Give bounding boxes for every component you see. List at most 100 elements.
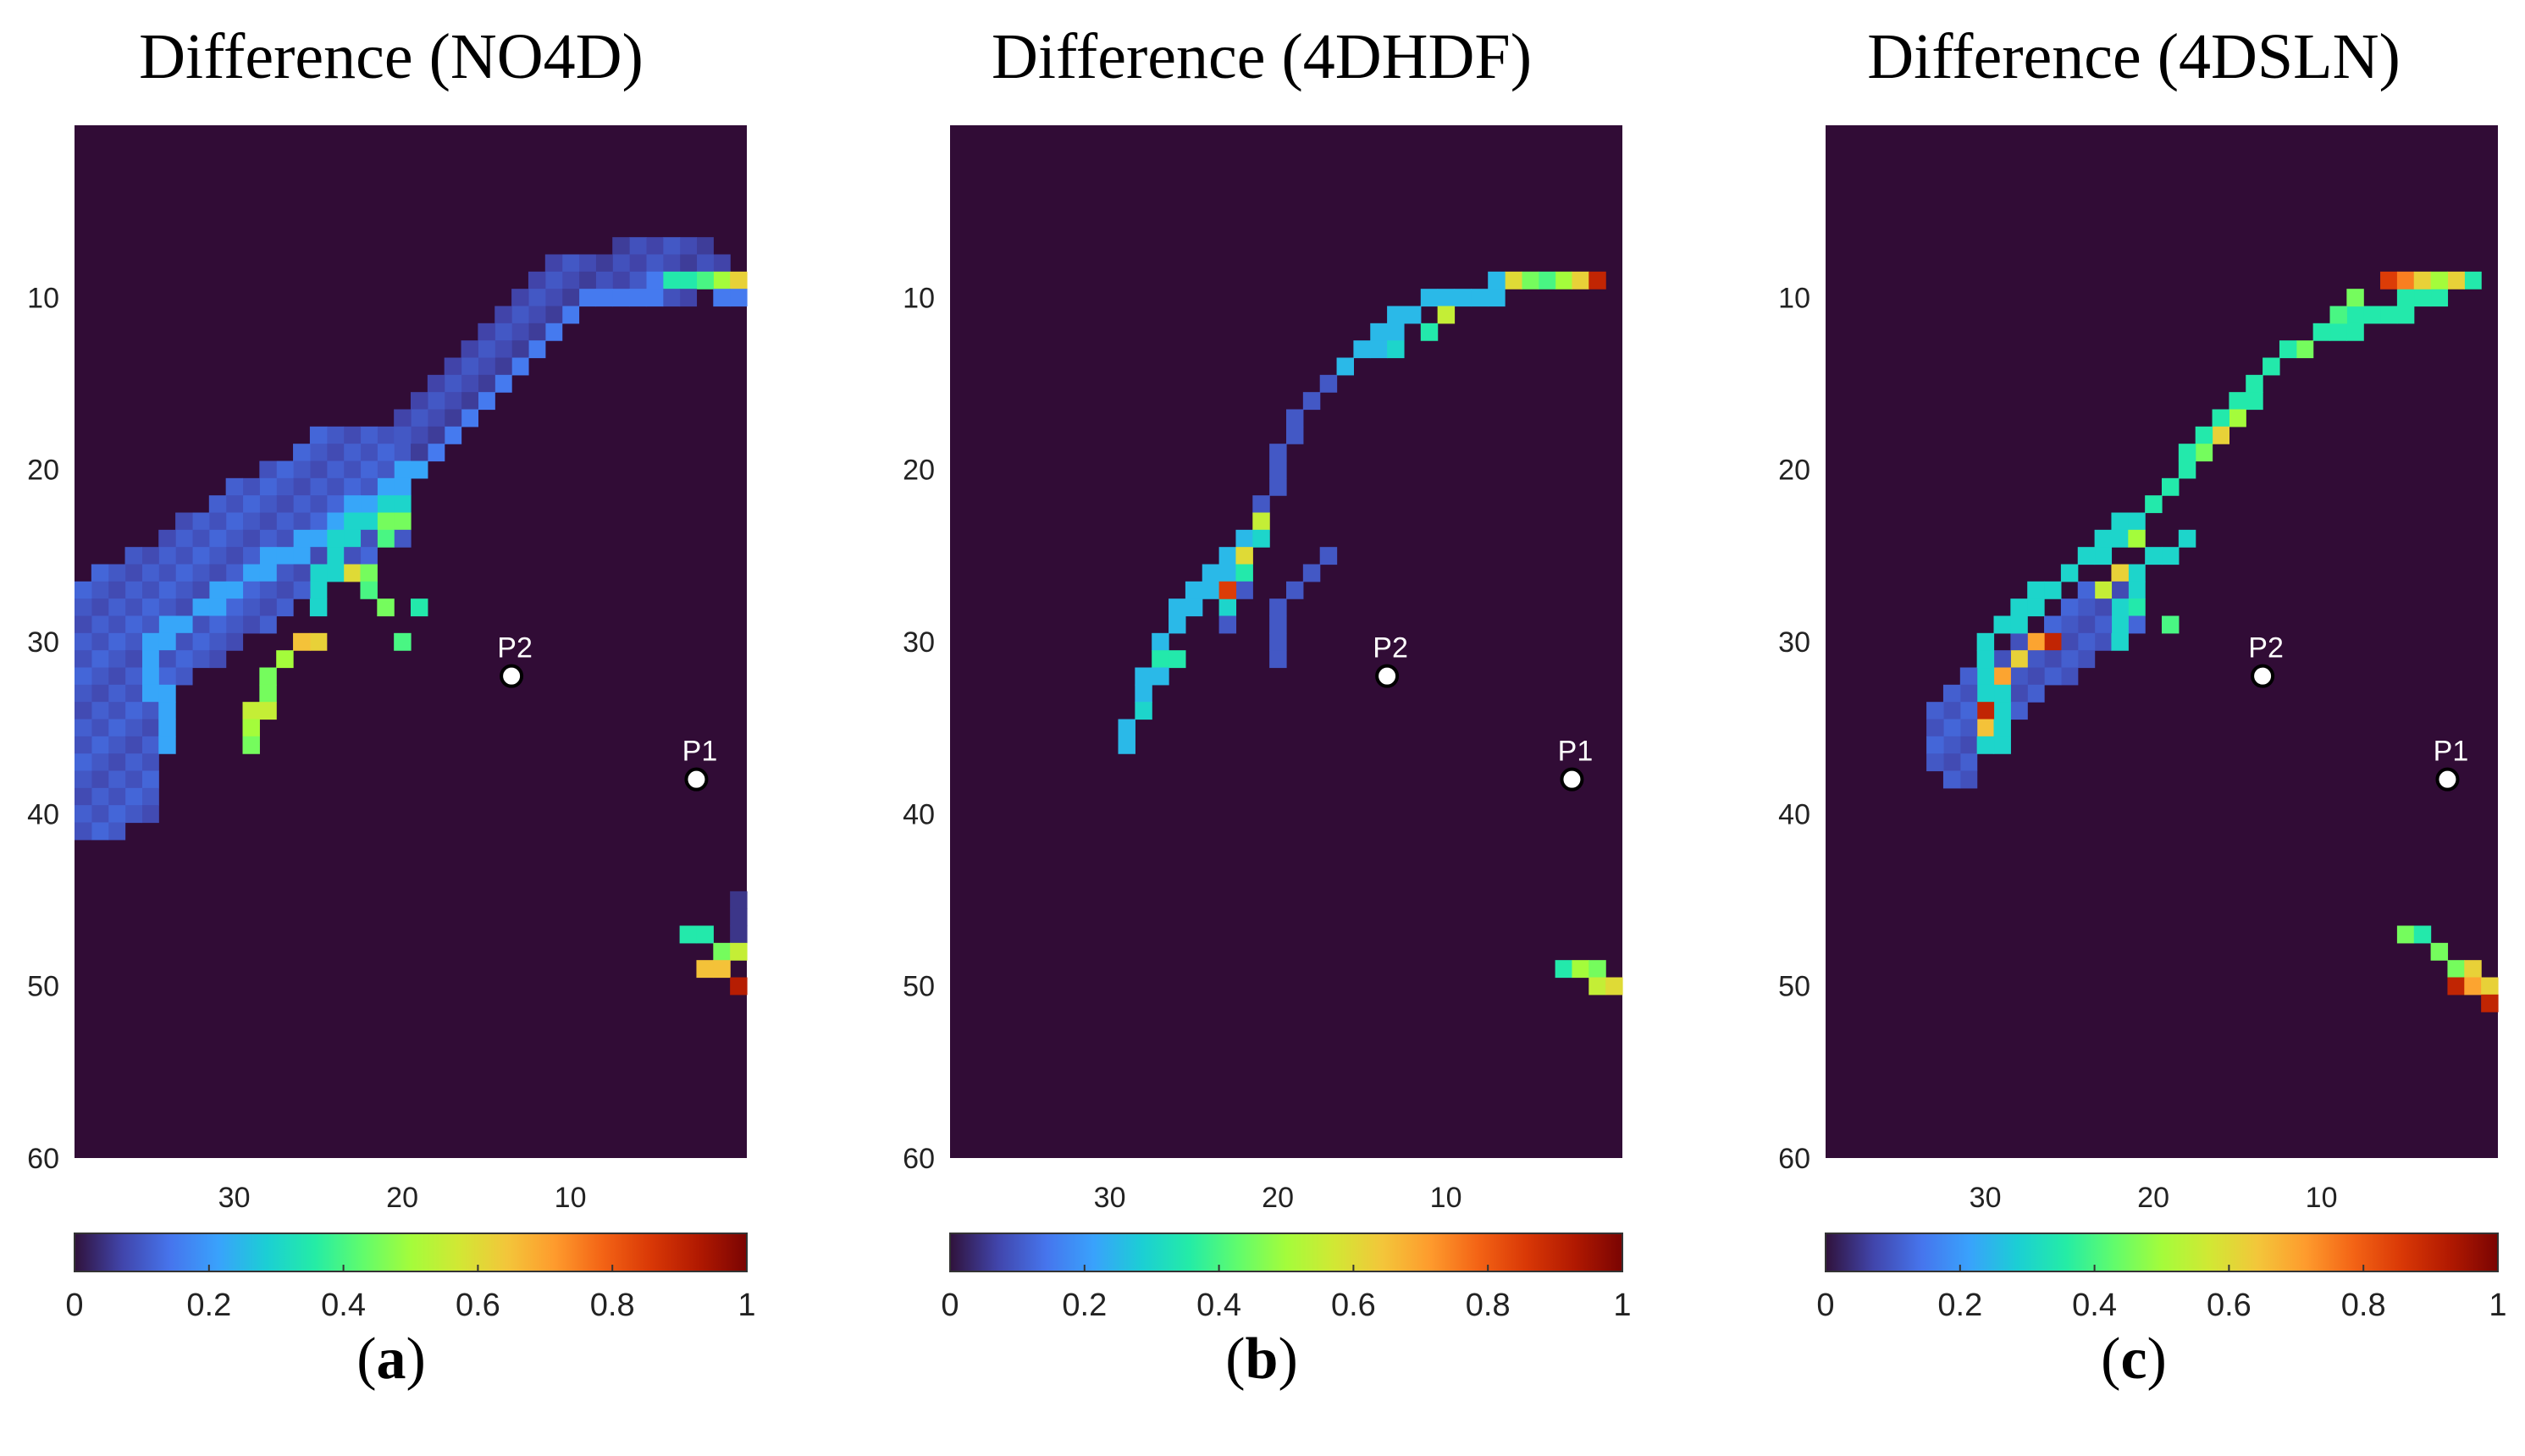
heatmap-cell [561, 306, 580, 324]
point-label-p1: P1 [682, 736, 718, 768]
heatmap-cell [1152, 667, 1169, 686]
heatmap-cell [91, 615, 109, 634]
heatmap-cell [175, 632, 193, 651]
x-tick-label: 30 [218, 1182, 251, 1214]
heatmap-cell [1959, 702, 1978, 720]
heatmap-cell [2094, 598, 2113, 617]
heatmap-cell [2212, 409, 2229, 427]
heatmap-cell [394, 632, 412, 651]
heatmap-cell [309, 581, 328, 599]
panel-a-y-ticks: 10 20 30 40 50 60 [27, 282, 59, 1175]
heatmap-cell [158, 529, 176, 548]
heatmap-cell [326, 564, 345, 582]
heatmap-cell [1555, 960, 1573, 979]
heatmap-cell [91, 598, 109, 617]
heatmap-cell [1387, 306, 1405, 324]
heatmap-cell [1959, 736, 1978, 754]
heatmap-cell [1152, 632, 1169, 651]
colorbar-tick-label: 0 [1816, 1288, 1834, 1323]
heatmap-cell [427, 374, 445, 393]
heatmap-cell [629, 289, 647, 307]
heatmap-cell [2481, 994, 2499, 1012]
heatmap-cell [259, 547, 277, 565]
heatmap-cell [208, 632, 227, 651]
heatmap-cell [2044, 581, 2062, 599]
heatmap-cell [2464, 271, 2482, 290]
heatmap-cell [444, 357, 462, 376]
heatmap-cell [528, 340, 546, 359]
point-label-p1: P1 [1558, 736, 1594, 768]
heatmap-cell [377, 529, 395, 548]
heatmap-cell [2329, 306, 2347, 324]
heatmap-cell [679, 254, 698, 273]
heatmap-cell [124, 581, 142, 599]
heatmap-cell [259, 512, 277, 531]
heatmap-cell [2396, 925, 2415, 944]
heatmap-cell [75, 753, 92, 772]
heatmap-cell [225, 512, 244, 531]
heatmap-cell [91, 667, 109, 686]
heatmap-cell [309, 495, 328, 514]
heatmap-cell [1993, 684, 2011, 703]
heatmap-cell [2128, 615, 2146, 634]
heatmap-cell [2027, 598, 2045, 617]
heatmap-cell [309, 461, 328, 479]
heatmap-cell [2128, 581, 2146, 599]
heatmap-cell [2010, 632, 2028, 651]
heatmap-cell [511, 340, 529, 359]
heatmap-cell [2246, 374, 2263, 393]
heatmap-cell [1235, 581, 1253, 599]
heatmap-cell [225, 564, 244, 582]
heatmap-cell [1976, 667, 1995, 686]
x-tick-label: 20 [1262, 1182, 1294, 1214]
heatmap-cell [1588, 271, 1606, 290]
heatmap-cell [377, 598, 395, 617]
heatmap-cell [343, 426, 362, 444]
heatmap-cell [612, 271, 630, 290]
heatmap-cell [293, 477, 311, 496]
heatmap-cell [141, 615, 159, 634]
colorbar-tick-label: 0.2 [1062, 1288, 1107, 1323]
heatmap-cell [2229, 409, 2246, 427]
heatmap-cell [544, 289, 563, 307]
heatmap-cell [1269, 650, 1287, 669]
heatmap-cell [2195, 426, 2213, 444]
heatmap-cell [276, 477, 294, 496]
heatmap-cell [108, 684, 126, 703]
heatmap-cell [2010, 702, 2028, 720]
heatmap-cell [360, 512, 378, 531]
heatmap-cell [2279, 340, 2297, 359]
heatmap-cell [141, 736, 159, 754]
heatmap-cell [528, 306, 546, 324]
heatmap-cell [1420, 323, 1439, 341]
heatmap-cell [360, 529, 378, 548]
heatmap-cell [158, 564, 176, 582]
heatmap-cell [1286, 426, 1304, 444]
heatmap-cell [1926, 753, 1944, 772]
panel-b-colorbar: 0 0.2 0.4 0.6 0.8 1 [941, 1233, 1632, 1323]
heatmap-cell [141, 770, 159, 789]
heatmap-cell [309, 564, 328, 582]
heatmap-cell [427, 392, 445, 411]
heatmap-cell [276, 581, 294, 599]
y-tick-label: 20 [1778, 455, 1810, 487]
heatmap-cell [1387, 340, 1405, 359]
heatmap-cell [75, 787, 92, 806]
y-tick-label: 60 [1778, 1143, 1810, 1175]
heatmap-cell [377, 426, 395, 444]
heatmap-cell [578, 289, 596, 307]
heatmap-cell [1926, 719, 1944, 737]
y-tick-label: 40 [1778, 798, 1810, 830]
heatmap-cell [2246, 392, 2263, 411]
heatmap-cell [276, 529, 294, 548]
heatmap-cell [108, 770, 126, 789]
heatmap-cell [175, 581, 193, 599]
heatmap-cell [1252, 512, 1270, 531]
heatmap-cell [1370, 340, 1388, 359]
heatmap-cell [360, 477, 378, 496]
y-tick-label: 30 [1778, 626, 1810, 659]
heatmap-cell [544, 271, 563, 290]
heatmap-cell [2044, 615, 2062, 634]
panel-c-label: (c) [2101, 1326, 2167, 1392]
x-tick-label: 30 [1094, 1182, 1126, 1214]
